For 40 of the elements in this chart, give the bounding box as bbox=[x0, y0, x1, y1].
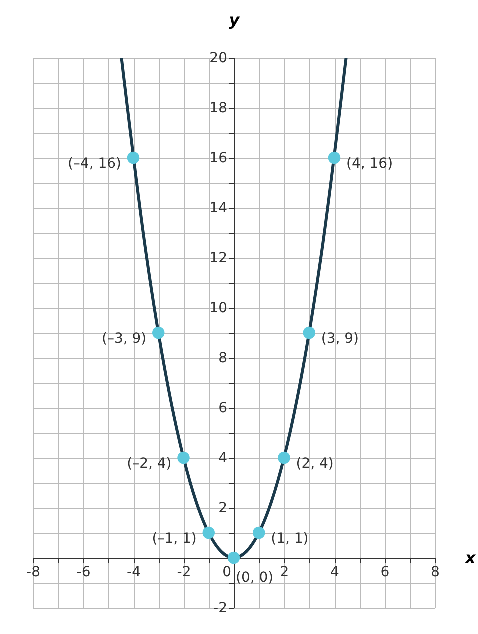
point bbox=[127, 152, 140, 164]
y-tick-label: 16 bbox=[210, 150, 228, 166]
point bbox=[152, 326, 165, 340]
y-tick-label: 4 bbox=[218, 450, 228, 466]
data-label: (4, 16) bbox=[346, 156, 394, 172]
x-axis-title: x bbox=[464, 548, 476, 568]
point bbox=[278, 452, 290, 464]
data-label: (3, 9) bbox=[321, 331, 360, 347]
y-tick-label: 20 bbox=[210, 50, 228, 66]
y-tick-label: 12 bbox=[210, 250, 228, 266]
y-tick-label: 10 bbox=[210, 300, 228, 316]
x-tick-label: -2 bbox=[177, 564, 192, 580]
data-label: (1, 1) bbox=[271, 531, 309, 547]
point bbox=[202, 526, 215, 540]
x-tick-label: -4 bbox=[127, 564, 142, 580]
y-tick-label: -2 bbox=[214, 600, 228, 616]
y-tick-label: 8 bbox=[218, 350, 228, 366]
x-tick-label: 4 bbox=[330, 564, 340, 580]
data-label: (–1, 1) bbox=[152, 531, 197, 547]
y-axis-title: y bbox=[229, 10, 240, 30]
point bbox=[178, 452, 190, 464]
y-tick-label: 14 bbox=[210, 200, 228, 216]
data-label: (2, 4) bbox=[296, 456, 334, 472]
data-label: (–4, 16) bbox=[68, 156, 122, 172]
x-tick-label: -6 bbox=[76, 564, 91, 580]
data-label: (–3, 9) bbox=[102, 331, 147, 347]
x-tick-label: 8 bbox=[431, 564, 440, 580]
x-tick-label: -8 bbox=[26, 564, 40, 580]
x-tick-label: 0 bbox=[222, 564, 232, 580]
x-tick-label: 2 bbox=[280, 564, 290, 580]
point bbox=[303, 326, 316, 340]
x-tick-label: 6 bbox=[380, 564, 390, 580]
y-tick-label: 6 bbox=[218, 400, 228, 416]
y-tick-label: 2 bbox=[218, 500, 228, 516]
point bbox=[328, 152, 341, 164]
data-label: (0, 0) bbox=[236, 570, 274, 586]
y-tick-label: 18 bbox=[210, 100, 228, 116]
point bbox=[253, 526, 266, 540]
point bbox=[228, 552, 240, 564]
data-label: (–2, 4) bbox=[127, 456, 172, 472]
